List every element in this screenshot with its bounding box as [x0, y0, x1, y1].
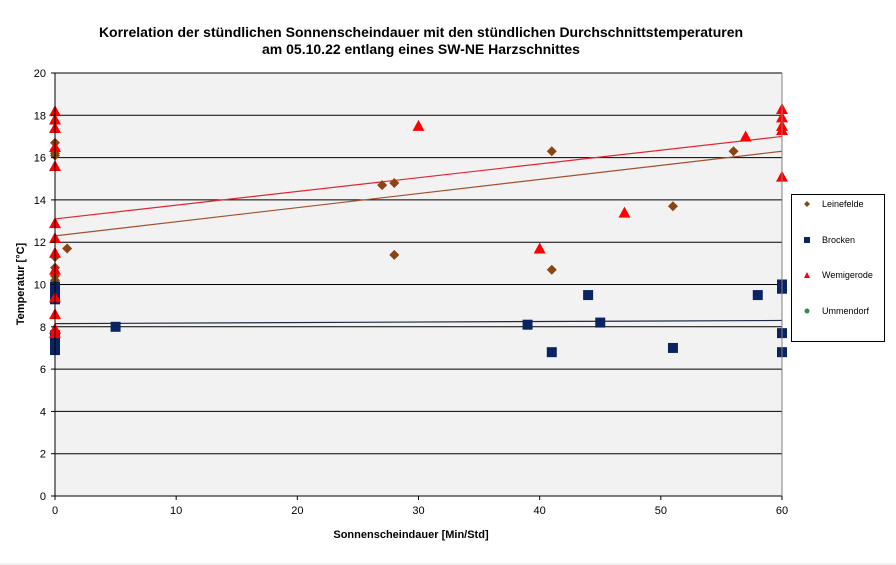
data-point-leinefelde	[546, 264, 557, 275]
chart-title-line-2: am 05.10.22 entlang eines SW-NE Harzschn…	[262, 41, 580, 57]
data-point-wernigerode	[533, 242, 546, 254]
y-tick-label: 10	[34, 280, 46, 292]
legend-label: Wemigerode	[822, 270, 873, 280]
x-tick-label: 40	[534, 505, 546, 517]
data-point-leinefelde	[62, 243, 73, 254]
y-tick-label: 18	[34, 110, 46, 122]
legend-item-brocken: Brocken	[792, 233, 884, 247]
x-tick-label: 50	[655, 505, 667, 517]
y-tick-label: 6	[40, 364, 46, 376]
circle-marker-icon	[804, 308, 810, 314]
data-point-leinefelde	[377, 180, 388, 191]
data-point-leinefelde	[389, 177, 400, 188]
y-tick-label: 12	[34, 237, 46, 249]
trendline-wernigerode	[54, 135, 783, 220]
legend-item-wernigerode: Wemigerode	[792, 268, 884, 282]
trendline-leinefelde	[54, 150, 783, 237]
data-point-leinefelde	[389, 249, 400, 260]
legend-label: Leinefelde	[822, 199, 864, 209]
y-tick-label: 14	[34, 195, 46, 207]
legend: Leinefelde Brocken Wemigerode Ummendorf	[791, 194, 885, 342]
data-point-wernigerode	[412, 119, 425, 131]
legend-label: Ummendorf	[822, 306, 870, 316]
x-axis-title: Sonnenscheindauer [Min/Std]	[333, 529, 489, 541]
y-tick-label: 0	[40, 491, 46, 503]
y-tick-label: 4	[40, 406, 46, 418]
data-point-brocken	[522, 319, 533, 330]
legend-label: Brocken	[822, 235, 856, 245]
bottom-strip	[0, 563, 896, 565]
x-tick-label: 30	[412, 505, 424, 517]
data-point-wernigerode	[739, 130, 752, 142]
x-tick-label: 20	[291, 505, 303, 517]
y-axis-title: Temperatur [°C]	[15, 242, 27, 325]
data-point-leinefelde	[667, 201, 678, 212]
diamond-marker-icon	[804, 201, 810, 207]
x-axis-ticks: 0 10 20 30 40 50 60	[52, 496, 788, 517]
x-tick-label: 0	[52, 505, 58, 517]
trendline-brocken	[54, 319, 783, 325]
data-point-brocken	[595, 317, 606, 328]
trendlines	[54, 135, 783, 325]
x-tick-label: 60	[776, 505, 788, 517]
legend-item-leinefelde: Leinefelde	[792, 197, 884, 211]
y-tick-label: 20	[34, 68, 46, 80]
chart-title: Korrelation der stündlichen Sonnenschein…	[0, 24, 842, 58]
data-point-brocken	[583, 290, 594, 301]
data-point-leinefelde	[546, 146, 557, 157]
y-tick-label: 2	[40, 449, 46, 461]
data-point-brocken	[667, 342, 678, 353]
x-tick-label: 10	[170, 505, 182, 517]
data-point-wernigerode	[618, 206, 631, 218]
legend-item-ummendorf: Ummendorf	[792, 304, 884, 318]
y-tick-label: 8	[40, 322, 46, 334]
y-tick-label: 16	[34, 153, 46, 165]
gridlines	[55, 72, 782, 455]
data-point-brocken	[546, 347, 557, 358]
data-point-brocken	[752, 290, 763, 301]
data-point-leinefelde	[728, 146, 739, 157]
square-marker-icon	[804, 237, 810, 243]
y-axis-ticks: 0 2 4 6 8 10 12 14 16 18 20	[34, 68, 55, 503]
triangle-marker-icon	[804, 272, 810, 278]
chart-title-line-1: Korrelation der stündlichen Sonnenschein…	[98, 24, 744, 40]
data-point-brocken	[110, 321, 121, 332]
